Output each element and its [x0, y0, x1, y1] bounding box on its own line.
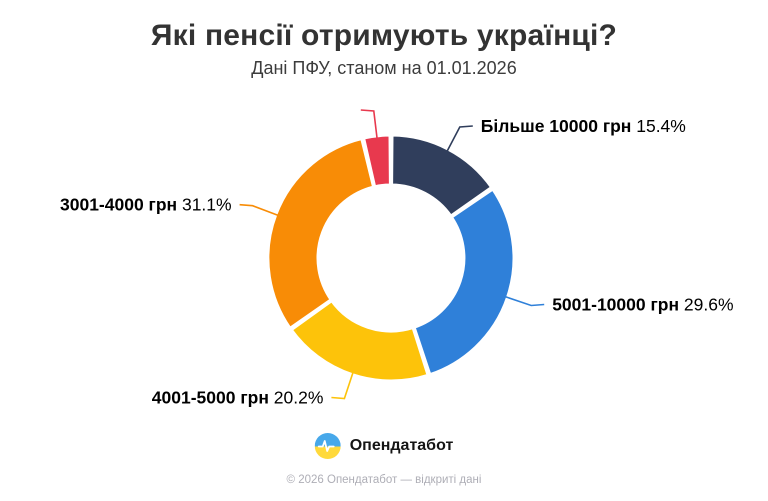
segment-label-1: 5001-10000 грн 29.6% — [552, 295, 733, 315]
leader-line-4 — [360, 109, 378, 138]
page-title: Які пенсії отримують українці? — [150, 19, 618, 52]
leader-line-3 — [239, 203, 279, 216]
leader-line-1 — [505, 296, 545, 307]
leader-line-2 — [331, 372, 354, 400]
page-subtitle: Дані ПФУ, станом на 01.01.2026 — [251, 58, 517, 78]
donut-segment-0 — [390, 133, 494, 218]
donut-segment-2 — [289, 299, 430, 383]
leader-line-0 — [446, 125, 473, 152]
donut-segment-3 — [266, 137, 376, 330]
segment-label-2: 4001-5000 грн 20.2% — [152, 388, 324, 408]
ukraine-pulse-logo-icon — [314, 433, 341, 459]
donut-segment-4 — [362, 133, 392, 189]
donut-segment-1 — [412, 187, 516, 377]
brand-footer: Опендатабот — [314, 433, 454, 459]
brand-name: Опендатабот — [349, 437, 454, 454]
copyright-text: © 2026 Опендатабот — відкриті дані — [286, 474, 482, 486]
segment-label-0: Більше 10000 грн 15.4% — [481, 116, 686, 136]
segment-label-3: 3001-4000 грн 31.1% — [60, 195, 232, 215]
